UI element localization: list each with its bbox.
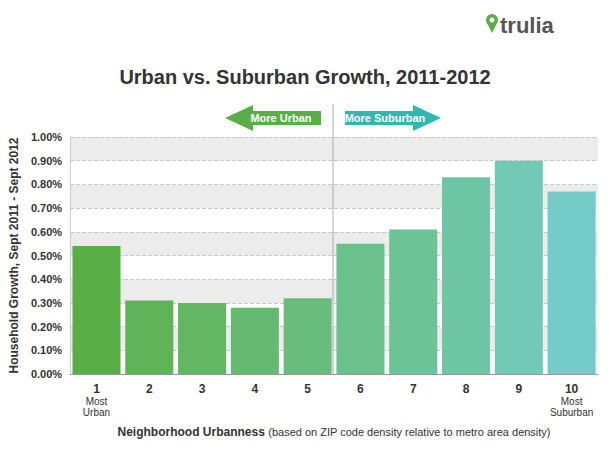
svg-text:0.00%: 0.00%	[31, 368, 62, 380]
svg-text:8: 8	[463, 382, 470, 396]
svg-text:0.80%: 0.80%	[31, 178, 62, 190]
svg-text:0.70%: 0.70%	[31, 202, 62, 214]
svg-text:7: 7	[410, 382, 417, 396]
svg-text:0.60%: 0.60%	[31, 226, 62, 238]
svg-text:Urban vs. Suburban Growth, 201: Urban vs. Suburban Growth, 2011-2012	[119, 66, 490, 88]
svg-text:trulia: trulia	[500, 13, 555, 38]
svg-text:Neighborhood Urbanness: Neighborhood Urbanness	[117, 425, 265, 439]
svg-text:0.10%: 0.10%	[31, 344, 62, 356]
svg-text:0.30%: 0.30%	[31, 297, 62, 309]
svg-text:0.40%: 0.40%	[31, 273, 62, 285]
svg-text:0.20%: 0.20%	[31, 321, 62, 333]
svg-text:Most: Most	[561, 396, 583, 407]
svg-text:5: 5	[304, 382, 311, 396]
svg-text:1: 1	[93, 382, 100, 396]
svg-text:(based on ZIP code density rel: (based on ZIP code density relative to m…	[268, 426, 550, 438]
svg-text:Urban: Urban	[83, 407, 110, 418]
svg-text:1.00%: 1.00%	[31, 131, 62, 143]
svg-text:More Urban: More Urban	[250, 112, 311, 124]
svg-text:0.90%: 0.90%	[31, 155, 62, 167]
svg-text:2: 2	[146, 382, 153, 396]
svg-text:9: 9	[515, 382, 522, 396]
svg-text:3: 3	[199, 382, 206, 396]
svg-text:0.50%: 0.50%	[31, 250, 62, 262]
svg-text:Suburban: Suburban	[550, 407, 593, 418]
svg-text:6: 6	[357, 382, 364, 396]
svg-text:Household Growth, Sept 2011 -: Household Growth, Sept 2011 - Sept 2012	[7, 137, 21, 373]
svg-text:4: 4	[252, 382, 259, 396]
svg-text:10: 10	[565, 382, 579, 396]
svg-text:Most: Most	[86, 396, 108, 407]
svg-text:More Suburban: More Suburban	[345, 112, 426, 124]
